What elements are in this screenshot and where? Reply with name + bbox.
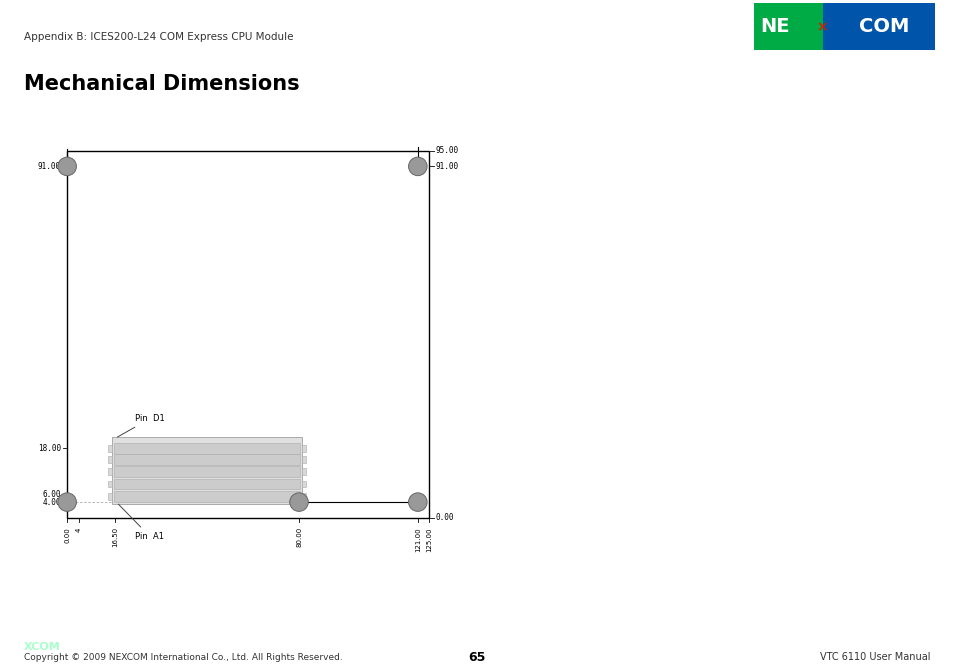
Bar — [301, 468, 306, 475]
Text: 91.00: 91.00 — [436, 162, 458, 171]
Bar — [301, 445, 306, 452]
Ellipse shape — [408, 157, 427, 175]
Text: COM: COM — [858, 17, 908, 36]
Text: 6.00: 6.00 — [42, 490, 61, 499]
Bar — [113, 454, 300, 464]
Text: 0.00: 0.00 — [64, 528, 71, 543]
Text: Pin  D1: Pin D1 — [117, 414, 165, 437]
Text: VTC 6110 User Manual: VTC 6110 User Manual — [819, 653, 929, 662]
Bar — [67, 151, 429, 517]
Text: 91.00: 91.00 — [37, 162, 61, 171]
Text: 0.00: 0.00 — [436, 513, 454, 522]
Bar — [301, 480, 306, 487]
Text: ×: × — [816, 20, 827, 34]
Bar — [112, 437, 301, 504]
Text: XCOM: XCOM — [24, 642, 61, 652]
Text: NE: NE — [760, 17, 789, 36]
Bar — [301, 456, 306, 463]
Bar — [113, 466, 300, 477]
Ellipse shape — [58, 157, 76, 175]
Bar — [113, 443, 300, 454]
Text: 16.50: 16.50 — [112, 528, 118, 547]
Bar — [301, 493, 306, 500]
Ellipse shape — [408, 493, 427, 511]
Text: Pin  A1: Pin A1 — [118, 504, 164, 541]
Ellipse shape — [58, 493, 76, 511]
Bar — [108, 445, 112, 452]
Text: Appendix B: ICES200-L24 COM Express CPU Module: Appendix B: ICES200-L24 COM Express CPU … — [24, 32, 293, 42]
Text: 95.00: 95.00 — [436, 146, 458, 155]
Text: 121.00: 121.00 — [415, 528, 420, 552]
Bar — [108, 456, 112, 463]
Text: 65: 65 — [468, 650, 485, 664]
Text: 4: 4 — [75, 528, 82, 532]
Text: 80.00: 80.00 — [295, 528, 302, 548]
Bar — [821, 3, 934, 50]
Ellipse shape — [290, 493, 308, 511]
Text: NE: NE — [5, 642, 22, 652]
Text: 125.00: 125.00 — [426, 528, 432, 552]
Text: Copyright © 2009 NEXCOM International Co., Ltd. All Rights Reserved.: Copyright © 2009 NEXCOM International Co… — [24, 653, 342, 662]
Bar — [108, 493, 112, 500]
Text: 4.00: 4.00 — [42, 497, 61, 507]
Text: 18.00: 18.00 — [37, 444, 61, 452]
Bar — [108, 468, 112, 475]
Bar — [113, 478, 300, 489]
Bar — [108, 480, 112, 487]
Text: Mechanical Dimensions: Mechanical Dimensions — [24, 74, 299, 94]
Bar — [113, 491, 300, 502]
